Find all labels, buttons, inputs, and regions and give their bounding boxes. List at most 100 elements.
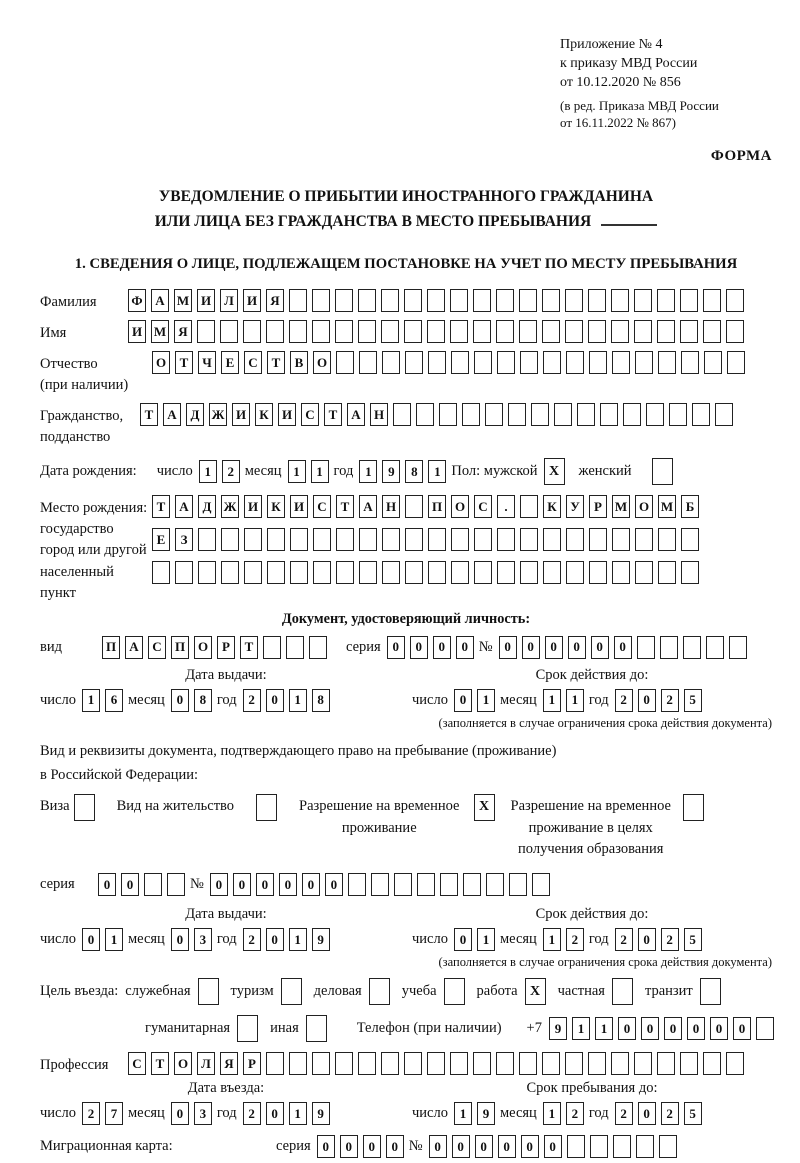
cell-filled[interactable]: И: [290, 495, 308, 519]
cell-empty[interactable]: [542, 320, 560, 344]
sex-male-checkbox[interactable]: X: [543, 458, 565, 486]
cell-filled[interactable]: 1: [359, 460, 378, 484]
cell-filled[interactable]: 0: [428, 1135, 447, 1159]
cell-filled[interactable]: С: [474, 495, 492, 519]
cell-empty[interactable]: [634, 1052, 652, 1076]
cell-filled[interactable]: 8: [405, 460, 424, 484]
cell-filled[interactable]: 2: [81, 1102, 100, 1126]
cell-filled[interactable]: 6: [104, 688, 123, 712]
cell-empty[interactable]: [221, 561, 239, 585]
cell-empty[interactable]: [427, 289, 445, 313]
cell-filled[interactable]: 0: [301, 873, 320, 897]
cell-empty[interactable]: [497, 561, 515, 585]
cell-filled[interactable]: 5: [683, 928, 702, 952]
cell-filled[interactable]: Л: [197, 1052, 215, 1076]
cell-empty[interactable]: [623, 403, 641, 427]
cell-empty[interactable]: [612, 528, 630, 552]
cell-empty[interactable]: [197, 320, 215, 344]
cell-filled[interactable]: 2: [660, 688, 679, 712]
cell-empty[interactable]: [450, 1052, 468, 1076]
cell-filled[interactable]: 0: [663, 1017, 682, 1041]
cell-empty[interactable]: [611, 1052, 629, 1076]
temporary-residence-education-checkbox[interactable]: [682, 793, 704, 821]
cell-empty[interactable]: [588, 320, 606, 344]
visa-checkbox[interactable]: [73, 793, 95, 821]
cell-empty[interactable]: [144, 873, 162, 897]
cell-filled[interactable]: 0: [455, 635, 474, 659]
cell-empty[interactable]: [335, 1052, 353, 1076]
cell-filled[interactable]: 1: [81, 688, 100, 712]
cell-filled[interactable]: 1: [476, 928, 495, 952]
cell-filled[interactable]: Р: [243, 1052, 261, 1076]
cell-empty[interactable]: [508, 403, 526, 427]
cell-filled[interactable]: С: [244, 351, 262, 375]
cell-empty[interactable]: [312, 289, 330, 313]
cell-empty[interactable]: [405, 528, 423, 552]
cell-filled[interactable]: 1: [310, 460, 329, 484]
cell-empty[interactable]: [313, 528, 331, 552]
cell-filled[interactable]: 0: [170, 1102, 189, 1126]
cell-empty[interactable]: [243, 320, 261, 344]
cell-empty[interactable]: [520, 495, 538, 519]
cell-filled[interactable]: 1: [288, 688, 307, 712]
cell-empty[interactable]: [566, 351, 584, 375]
cell-empty[interactable]: [589, 351, 607, 375]
cell-empty[interactable]: [726, 320, 744, 344]
cell-filled[interactable]: Т: [151, 1052, 169, 1076]
cell-filled[interactable]: 1: [198, 460, 217, 484]
cell-filled[interactable]: О: [152, 351, 170, 375]
cell-empty[interactable]: [755, 1017, 774, 1041]
cell-filled[interactable]: М: [174, 289, 192, 313]
cell-filled[interactable]: 0: [316, 1135, 335, 1159]
cell-empty[interactable]: [680, 289, 698, 313]
cell-filled[interactable]: 2: [242, 1102, 261, 1126]
cell-filled[interactable]: Ч: [198, 351, 216, 375]
cell-filled[interactable]: 2: [614, 928, 633, 952]
cell-empty[interactable]: [681, 561, 699, 585]
cell-filled[interactable]: Е: [152, 528, 170, 552]
cell-filled[interactable]: 0: [432, 635, 451, 659]
cell-empty[interactable]: [382, 528, 400, 552]
cell-filled[interactable]: Ж: [209, 403, 227, 427]
cell-filled[interactable]: 2: [660, 928, 679, 952]
cell-filled[interactable]: 0: [520, 1135, 539, 1159]
purpose-study-checkbox[interactable]: [443, 978, 465, 1006]
cell-filled[interactable]: 0: [232, 873, 251, 897]
cell-empty[interactable]: [473, 320, 491, 344]
cell-filled[interactable]: 8: [311, 688, 330, 712]
cell-empty[interactable]: [657, 289, 675, 313]
cell-filled[interactable]: 1: [287, 460, 306, 484]
cell-filled[interactable]: 0: [278, 873, 297, 897]
cell-empty[interactable]: [336, 561, 354, 585]
cell-filled[interactable]: И: [128, 320, 146, 344]
cell-filled[interactable]: О: [174, 1052, 192, 1076]
cell-empty[interactable]: [520, 528, 538, 552]
cell-empty[interactable]: [382, 351, 400, 375]
cell-filled[interactable]: А: [359, 495, 377, 519]
cell-empty[interactable]: [634, 320, 652, 344]
cell-filled[interactable]: 0: [385, 1135, 404, 1159]
cell-empty[interactable]: [634, 289, 652, 313]
cell-empty[interactable]: [681, 528, 699, 552]
cell-filled[interactable]: 2: [660, 1102, 679, 1126]
cell-filled[interactable]: Т: [324, 403, 342, 427]
cell-filled[interactable]: 1: [542, 1102, 561, 1126]
cell-filled[interactable]: Ж: [221, 495, 239, 519]
cell-filled[interactable]: Л: [220, 289, 238, 313]
cell-empty[interactable]: [167, 873, 185, 897]
purpose-official-checkbox[interactable]: [197, 978, 219, 1006]
cell-empty[interactable]: [636, 635, 655, 659]
cell-empty[interactable]: [566, 528, 584, 552]
cell-filled[interactable]: А: [175, 495, 193, 519]
cell-empty[interactable]: [657, 1052, 675, 1076]
cell-empty[interactable]: [646, 403, 664, 427]
cell-filled[interactable]: А: [163, 403, 181, 427]
cell-empty[interactable]: [496, 289, 514, 313]
cell-empty[interactable]: [267, 561, 285, 585]
cell-filled[interactable]: Я: [220, 1052, 238, 1076]
cell-filled[interactable]: 9: [311, 1102, 330, 1126]
cell-filled[interactable]: Я: [174, 320, 192, 344]
cell-filled[interactable]: И: [244, 495, 262, 519]
cell-empty[interactable]: [543, 351, 561, 375]
cell-filled[interactable]: А: [151, 289, 169, 313]
